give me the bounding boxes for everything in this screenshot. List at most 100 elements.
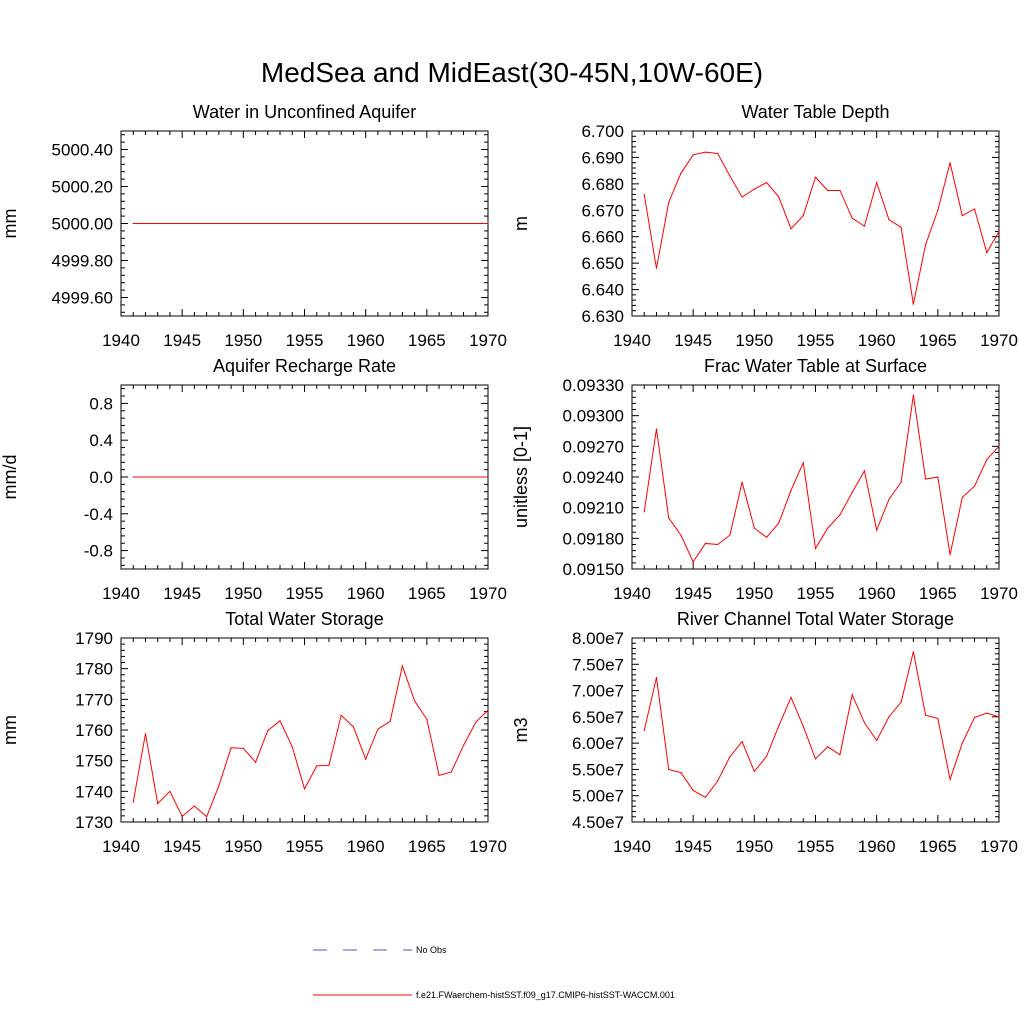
data-point: [961, 496, 963, 499]
data-point: [961, 742, 963, 744]
x-tick-label: 1940: [613, 837, 651, 856]
plot-frame: [631, 130, 1000, 317]
data-point: [802, 462, 804, 464]
y-tick-label: 5.50e7: [572, 760, 624, 779]
data-point: [949, 162, 951, 164]
x-tick-label: 1970: [980, 584, 1018, 603]
x-tick-label: 1950: [735, 837, 773, 856]
data-point: [704, 151, 707, 153]
data-point: [973, 716, 976, 718]
data-point: [876, 739, 878, 742]
data-point: [925, 244, 927, 246]
data-point: [912, 303, 914, 305]
x-tick-label: 1960: [858, 331, 896, 350]
data-point: [851, 217, 853, 219]
data-point: [206, 816, 208, 818]
series-line: [132, 664, 489, 818]
data-point: [802, 725, 804, 727]
y-tick-label: 5000.00: [52, 215, 113, 234]
y-tick-label: 5000.40: [52, 141, 113, 160]
y-tick-label: 0.09240: [563, 468, 624, 487]
x-tick-label: 1945: [674, 584, 712, 603]
data-point: [863, 722, 866, 724]
data-point: [937, 717, 939, 720]
data-point: [912, 651, 914, 653]
y-axis-label: mm: [0, 209, 20, 239]
plot-frame: [631, 384, 1000, 570]
x-tick-label: 1945: [674, 331, 712, 350]
x-tick-label: 1955: [286, 584, 324, 603]
y-tick-label: 1780: [75, 660, 113, 679]
panel-title: River Channel Total Water Storage: [677, 609, 954, 629]
data-point: [704, 542, 707, 545]
x-tick-label: 1960: [347, 331, 385, 350]
x-tick-label: 1955: [286, 331, 324, 350]
x-tick-label: 1950: [224, 331, 262, 350]
chart-panel-2: 1940 1945 1950 1955 1960 1965 1970 6.630 6.640 6.…: [511, 102, 1018, 350]
data-point: [973, 485, 976, 487]
data-point: [680, 172, 682, 174]
data-point: [753, 770, 755, 773]
data-point: [998, 230, 1000, 233]
legend-model-label: f.e21.FWaerchem-histSST.f09_g17.CMIP6-hi…: [416, 990, 675, 1000]
data-point: [157, 803, 159, 805]
data-point: [303, 788, 306, 790]
y-axis-label: mm: [0, 715, 20, 745]
panels: 1940 1945 1950 1955 1960 1965 1970 4999.60 4999.…: [0, 102, 1018, 856]
data-point: [729, 756, 731, 758]
data-point: [827, 189, 829, 192]
x-tick-label: 1955: [286, 837, 324, 856]
x-tick-label: 1965: [919, 331, 957, 350]
data-point: [900, 481, 902, 483]
x-tick-label: 1940: [613, 331, 651, 350]
data-point: [401, 665, 403, 667]
x-tick-label: 1970: [469, 837, 507, 856]
data-point: [389, 720, 391, 723]
y-tick-label: 1750: [75, 752, 113, 771]
data-point: [790, 228, 792, 230]
data-point: [741, 740, 743, 743]
x-tick-label: 1960: [858, 837, 896, 856]
data-point: [475, 721, 477, 723]
x-tick-label: 1955: [797, 331, 835, 350]
x-tick-label: 1970: [469, 331, 507, 350]
panel-title: Aquifer Recharge Rate: [213, 356, 396, 376]
x-tick-label: 1960: [858, 584, 896, 603]
series-line: [643, 651, 1000, 798]
data-point: [279, 720, 281, 722]
data-point: [778, 725, 780, 727]
data-point: [692, 789, 694, 792]
data-point: [680, 534, 682, 536]
data-point: [888, 218, 890, 221]
x-tick-label: 1950: [224, 584, 262, 603]
data-point: [717, 780, 719, 782]
y-tick-label: 6.50e7: [572, 708, 624, 727]
data-point: [900, 701, 902, 703]
legend: No Obs f.e21.FWaerchem-histSST.f09_g17.C…: [313, 945, 675, 1000]
data-point: [753, 527, 755, 529]
data-point: [925, 478, 927, 480]
data-point: [717, 152, 719, 155]
series-line: [643, 151, 1000, 305]
data-point: [487, 709, 489, 711]
data-point: [863, 470, 866, 472]
plot-frame: [631, 637, 1000, 823]
y-tick-label: 5000.20: [52, 178, 113, 197]
y-tick-label: 6.640: [581, 281, 624, 300]
x-tick-label: 1970: [980, 837, 1018, 856]
panel-title: Frac Water Table at Surface: [704, 356, 927, 376]
data-point: [814, 758, 817, 760]
data-point: [242, 747, 244, 750]
data-point: [668, 517, 670, 519]
data-point: [655, 428, 658, 430]
y-tick-label: 1760: [75, 721, 113, 740]
data-point: [668, 768, 670, 771]
data-point: [487, 222, 489, 225]
data-point: [973, 208, 976, 210]
panel-title: Water in Unconfined Aquifer: [193, 102, 416, 122]
data-point: [839, 754, 841, 756]
data-point: [132, 801, 134, 803]
y-tick-label: 8.00e7: [572, 629, 624, 648]
data-point: [863, 225, 866, 227]
data-point: [961, 214, 963, 217]
